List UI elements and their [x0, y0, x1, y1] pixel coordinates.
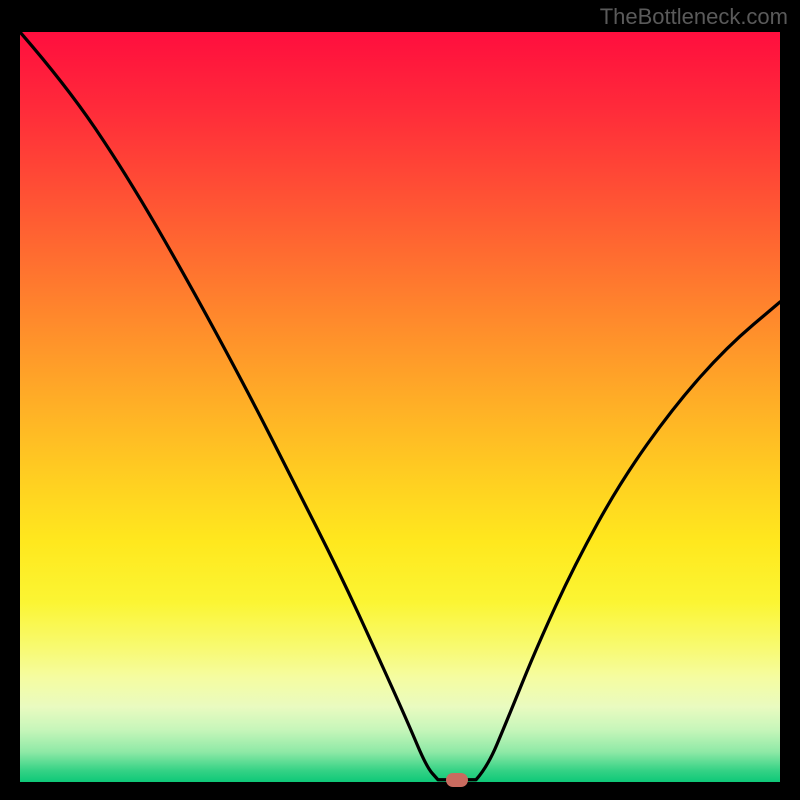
- attribution-text: TheBottleneck.com: [600, 4, 788, 30]
- plot-area: [20, 32, 780, 782]
- bottleneck-curve: [20, 32, 780, 782]
- optimum-marker: [446, 773, 468, 787]
